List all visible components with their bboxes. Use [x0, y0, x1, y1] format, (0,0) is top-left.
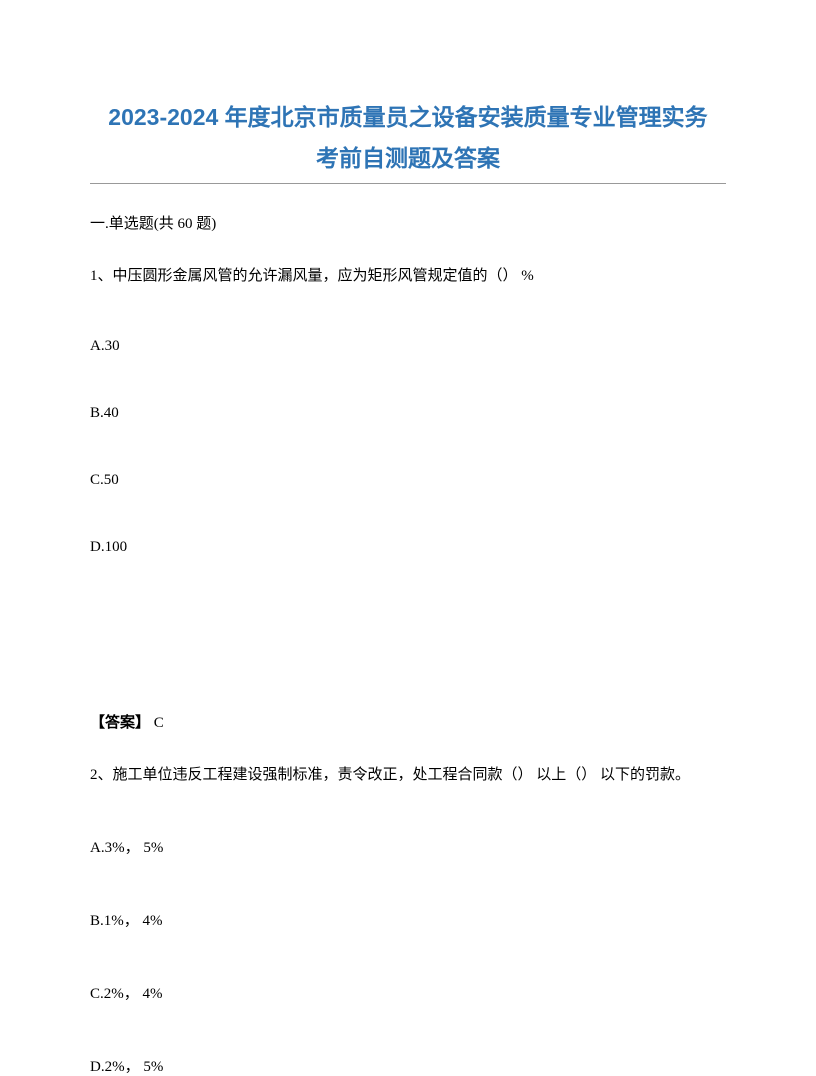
- question1-option-b: B.40: [90, 405, 726, 422]
- answer-label: 【答案】: [90, 715, 150, 731]
- section-header: 一.单选题(共 60 题): [90, 212, 726, 233]
- question1-option-c: C.50: [90, 472, 726, 489]
- question2-text: 2、施工单位违反工程建设强制标准，责令改正，处工程合同款（） 以上（） 以下的罚…: [90, 764, 726, 787]
- answer-value: C: [150, 715, 164, 731]
- question1-text: 1、中压圆形金属风管的允许漏风量，应为矩形风管规定值的（） %: [90, 265, 726, 288]
- question1-option-d: D.100: [90, 539, 726, 556]
- question2-option-d: D.2%， 5%: [90, 1055, 726, 1076]
- document-title-line1: 2023-2024 年度北京市质量员之设备安装质量专业管理实务: [90, 100, 726, 135]
- question2-option-c: C.2%， 4%: [90, 982, 726, 1003]
- document-title-line2: 考前自测题及答案: [90, 141, 726, 176]
- question1-answer: 【答案】 C: [90, 711, 726, 732]
- question1-option-a: A.30: [90, 338, 726, 355]
- question2-option-a: A.3%， 5%: [90, 836, 726, 857]
- title-divider: [90, 183, 726, 184]
- question2-option-b: B.1%， 4%: [90, 909, 726, 930]
